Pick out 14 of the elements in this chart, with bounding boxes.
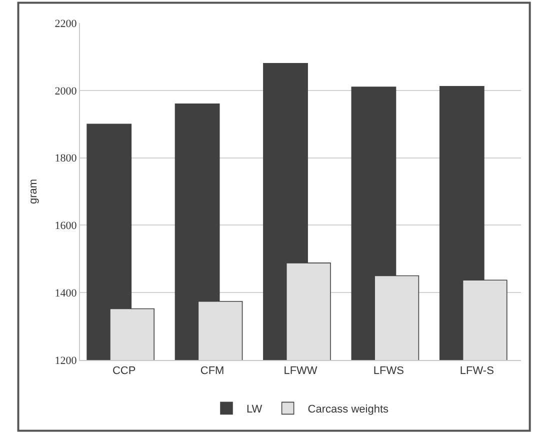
- y-axis-title: gram: [27, 178, 40, 204]
- x-tick-label: CCP: [112, 365, 136, 378]
- x-tick-label: LFWS: [373, 365, 404, 378]
- x-tick-label: LFW-S: [460, 365, 494, 378]
- x-tick-label: CFM: [200, 365, 224, 378]
- y-tick-label: 2000: [54, 85, 78, 98]
- y-tick-label: 1800: [54, 152, 78, 165]
- y-tick-label: 1600: [54, 220, 78, 232]
- legend-label: Carcass weights: [308, 403, 389, 416]
- y-tick-label: 2200: [54, 18, 78, 30]
- legend-label: LW: [246, 403, 263, 416]
- x-tick-label: LFWW: [284, 365, 318, 378]
- y-tick-label: 1200: [54, 354, 78, 367]
- y-tick-label: 1400: [54, 287, 78, 300]
